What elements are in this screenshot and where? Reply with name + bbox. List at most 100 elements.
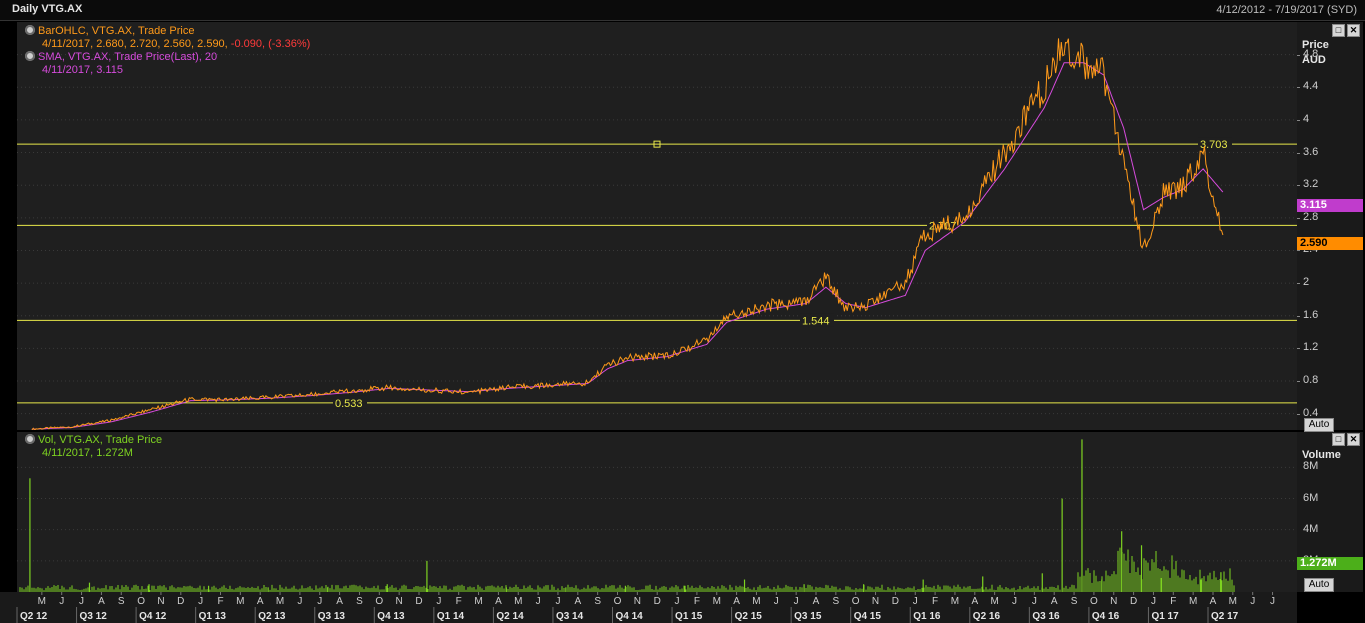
quarter-label: Q1 13 [199,611,227,622]
month-tick-label: N [634,596,641,607]
month-tick-label: J [297,596,302,607]
price-tick-mark [1297,87,1300,89]
price-tick-label: 1.2 [1303,341,1319,354]
month-tick-label: S [1071,596,1078,607]
price-tick-mark [1297,54,1300,56]
month-tick-label: O [852,596,860,607]
volume-auto-button[interactable]: Auto [1304,578,1334,592]
month-tick-label: J [675,596,680,607]
month-tick-label: F [932,596,938,607]
quarter-label: Q1 14 [437,611,465,622]
quarter-label: Q2 16 [973,611,1001,622]
volume-tick-label: 4M [1303,522,1319,535]
month-tick-label: F [217,596,223,607]
series-settings-icon[interactable] [25,51,35,61]
volume-panel[interactable]: Vol, VTG.AX, Trade Price 4/11/2017, 1.27… [17,432,1297,592]
month-tick-label: M [514,596,522,607]
month-tick-label: O [137,596,145,607]
month-tick-label: S [118,596,125,607]
price-line [31,38,1224,430]
quarter-label: Q2 13 [258,611,286,622]
month-tick-label: F [694,596,700,607]
maximize-icon[interactable]: □ [1332,24,1345,37]
month-tick-label: S [833,596,840,607]
date-range: 4/12/2012 - 7/19/2017 (SYD) [1216,4,1357,16]
price-tick-label: 4.8 [1303,47,1319,60]
month-tick-label: S [356,596,363,607]
volume-last-badge: 1.272M [1297,557,1363,570]
price-tick-mark [1297,217,1300,219]
month-tick-label: M [752,596,760,607]
month-tick-label: M [276,596,284,607]
volume-chart[interactable] [17,432,1297,592]
ohlc-legend-entry[interactable]: BarOHLC, VTG.AX, Trade Price [25,25,310,38]
volume-legend: Vol, VTG.AX, Trade Price 4/11/2017, 1.27… [25,434,162,460]
month-tick-label: D [177,596,184,607]
price-tick-label: 2 [1303,276,1310,289]
month-tick-label: M [236,596,244,607]
window-title: Daily VTG.AX [12,3,83,15]
price-panel[interactable]: 0.533 1.544 2.707 3.703 BarOHLC, VTG.AX, Tr… [17,22,1297,430]
month-tick-label: O [1090,596,1098,607]
quarter-label: Q4 15 [854,611,882,622]
month-tick-label: M [713,596,721,607]
horizontal-line-label: 0.533 [335,398,363,410]
month-tick-label: J [198,596,203,607]
ohlc-legend-label: BarOHLC, VTG.AX, Trade Price [38,25,195,37]
price-last-badge: 2.590 [1297,237,1363,250]
sma-last-badge: 3.115 [1297,199,1363,212]
quarter-label: Q3 15 [794,611,822,622]
quarter-label: Q2 17 [1211,611,1239,622]
close-icon[interactable]: ✕ [1347,24,1360,37]
quarter-label: Q4 14 [616,611,644,622]
quarter-label: Q4 13 [377,611,405,622]
price-tick-mark [1297,413,1300,415]
horizontal-line-label-bg [800,313,834,327]
horizontal-line-label: 3.703 [1200,139,1228,151]
volume-axis[interactable]: Volume 2M4M6M8M 1.272M Auto [1297,432,1363,592]
month-tick-label: N [1110,596,1117,607]
month-tick-label: A [257,596,264,607]
month-tick-label: M [38,596,46,607]
month-tick-label: A [336,596,343,607]
price-auto-button[interactable]: Auto [1304,418,1334,432]
series-settings-icon[interactable] [25,434,35,444]
month-tick-label: O [375,596,383,607]
month-tick-label: J [436,596,441,607]
volume-axis-title: Volume [1302,449,1341,461]
close-icon[interactable]: ✕ [1347,433,1360,446]
month-tick-label: M [951,596,959,607]
month-tick-label: A [98,596,105,607]
price-tick-label: 4.4 [1303,80,1319,93]
month-tick-label: J [794,596,799,607]
price-tick-label: 1.6 [1303,308,1319,321]
maximize-icon[interactable]: □ [1332,433,1345,446]
month-tick-label: A [733,596,740,607]
quarter-label: Q3 16 [1032,611,1060,622]
volume-legend-entry[interactable]: Vol, VTG.AX, Trade Price [25,434,162,447]
price-axis[interactable]: Price AUD 0.40.81.21.622.42.83.23.644.44… [1297,22,1363,432]
month-tick-label: S [594,596,601,607]
quarter-label: Q3 13 [318,611,346,622]
month-tick-label: F [1170,596,1176,607]
series-settings-icon[interactable] [25,25,35,35]
month-tick-label: A [1051,596,1058,607]
time-axis-bg [0,592,1297,623]
price-tick-mark [1297,185,1300,187]
month-tick-label: N [872,596,879,607]
quarter-label: Q3 14 [556,611,584,622]
price-axis-title: Price [1302,39,1329,51]
month-tick-label: J [1151,596,1156,607]
quarter-label: Q2 12 [20,611,48,622]
month-tick-label: A [813,596,820,607]
month-tick-label: A [971,596,978,607]
quarter-label: Q3 12 [80,611,108,622]
ohlc-values: 4/11/2017, 2.680, 2.720, 2.560, 2.590, -… [25,38,310,51]
price-tick-mark [1297,152,1300,154]
sma-legend-entry[interactable]: SMA, VTG.AX, Trade Price(Last), 20 [25,51,310,64]
volume-values: 4/11/2017, 1.272M [42,447,133,459]
sma-values: 4/11/2017, 3.115 [42,64,123,76]
month-tick-label: J [1270,596,1275,607]
